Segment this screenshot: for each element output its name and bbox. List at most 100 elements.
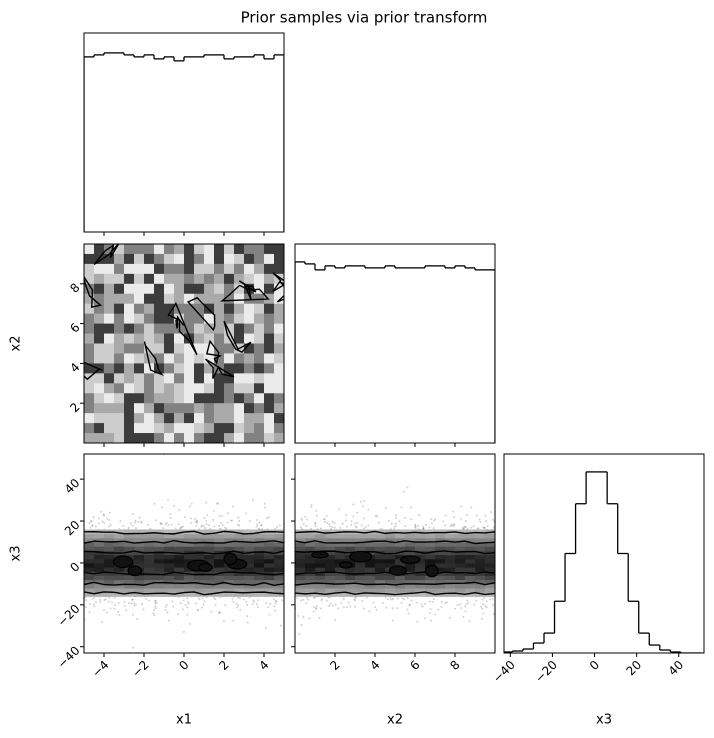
density-cell	[94, 592, 105, 597]
density-cell	[224, 293, 235, 305]
density-cell	[154, 537, 165, 543]
sample	[100, 510, 103, 513]
density-cell	[244, 343, 255, 354]
density-cell	[335, 583, 346, 589]
density-cell	[445, 554, 456, 560]
density-cell	[264, 588, 275, 593]
density-cell	[94, 293, 105, 305]
density-cell	[375, 592, 386, 597]
density-cell	[154, 433, 165, 443]
density-cell	[224, 363, 235, 374]
density-cell	[174, 333, 185, 344]
sample	[235, 602, 238, 605]
density-cell	[435, 529, 446, 535]
x-tick-label: −2	[129, 658, 151, 680]
density-cell	[144, 575, 155, 581]
density-cell	[144, 353, 155, 364]
contour	[311, 551, 329, 559]
sample	[154, 607, 157, 610]
sample	[213, 596, 216, 599]
sample	[217, 612, 220, 615]
density-cell	[315, 542, 326, 547]
sample	[178, 508, 181, 511]
density-cell	[104, 363, 115, 374]
density-cell	[124, 293, 135, 305]
density-cell	[204, 546, 215, 551]
sample	[213, 509, 216, 512]
density-cell	[174, 433, 185, 443]
sample	[430, 518, 433, 521]
contour	[143, 341, 164, 376]
density-cell	[184, 413, 195, 424]
density-cell	[365, 537, 376, 543]
x-tick-label: 2	[216, 658, 231, 673]
density-cell	[445, 537, 456, 543]
density-cell	[214, 343, 225, 354]
density-cell	[174, 343, 185, 354]
density-cell	[244, 558, 255, 564]
sample	[360, 500, 363, 503]
sample	[246, 621, 249, 624]
density-cell	[214, 413, 225, 424]
sample	[202, 603, 205, 606]
sample	[420, 603, 423, 606]
density-cell	[134, 579, 145, 585]
density-cell	[425, 579, 436, 585]
density-cell	[415, 558, 426, 564]
sample	[109, 607, 112, 610]
density-cell	[465, 575, 476, 581]
sample	[275, 600, 278, 603]
density-cell	[94, 383, 105, 394]
panel-frame	[294, 243, 496, 444]
sample	[333, 522, 336, 525]
density-cell	[345, 583, 356, 589]
density-cell	[244, 353, 255, 364]
density-cell	[114, 579, 125, 585]
sample	[314, 522, 317, 525]
sample	[464, 519, 467, 522]
density-cell	[144, 244, 155, 255]
sample	[486, 525, 489, 528]
density-cell	[395, 554, 406, 560]
density-cell	[405, 575, 416, 581]
density-cell	[254, 323, 265, 335]
contour	[84, 361, 103, 381]
density-cell	[445, 546, 456, 551]
density-cell	[104, 588, 115, 593]
sample	[345, 606, 348, 609]
density-cell	[124, 373, 135, 384]
density-cell	[84, 546, 95, 551]
density-cell	[124, 583, 135, 589]
sample	[430, 619, 433, 622]
density-cell	[405, 529, 416, 535]
sample	[367, 524, 370, 527]
density-cell	[184, 423, 195, 434]
density-cell	[254, 353, 265, 364]
density-cell	[104, 253, 115, 265]
density-cell	[315, 583, 326, 589]
x-tick-label: 0	[587, 658, 602, 673]
density-cell	[254, 575, 265, 581]
density-cell	[184, 588, 195, 593]
density-cell	[475, 558, 486, 564]
sample	[164, 523, 167, 526]
density-cell	[114, 333, 125, 344]
density-cell	[164, 592, 175, 597]
density-cell	[415, 579, 426, 585]
sample	[354, 525, 357, 528]
density-cell	[184, 323, 195, 335]
sample	[310, 503, 313, 506]
density-cell	[395, 533, 406, 539]
density-cell	[164, 283, 175, 295]
sample	[309, 527, 312, 530]
sample	[306, 598, 309, 601]
density-cell	[425, 554, 436, 560]
density-cell	[144, 558, 155, 564]
density-cell	[84, 588, 95, 593]
density-cell	[254, 313, 265, 325]
sample	[356, 511, 359, 514]
sample	[182, 525, 185, 528]
density-cell	[214, 283, 225, 295]
density-cell	[234, 293, 245, 305]
density-cell	[244, 383, 255, 394]
